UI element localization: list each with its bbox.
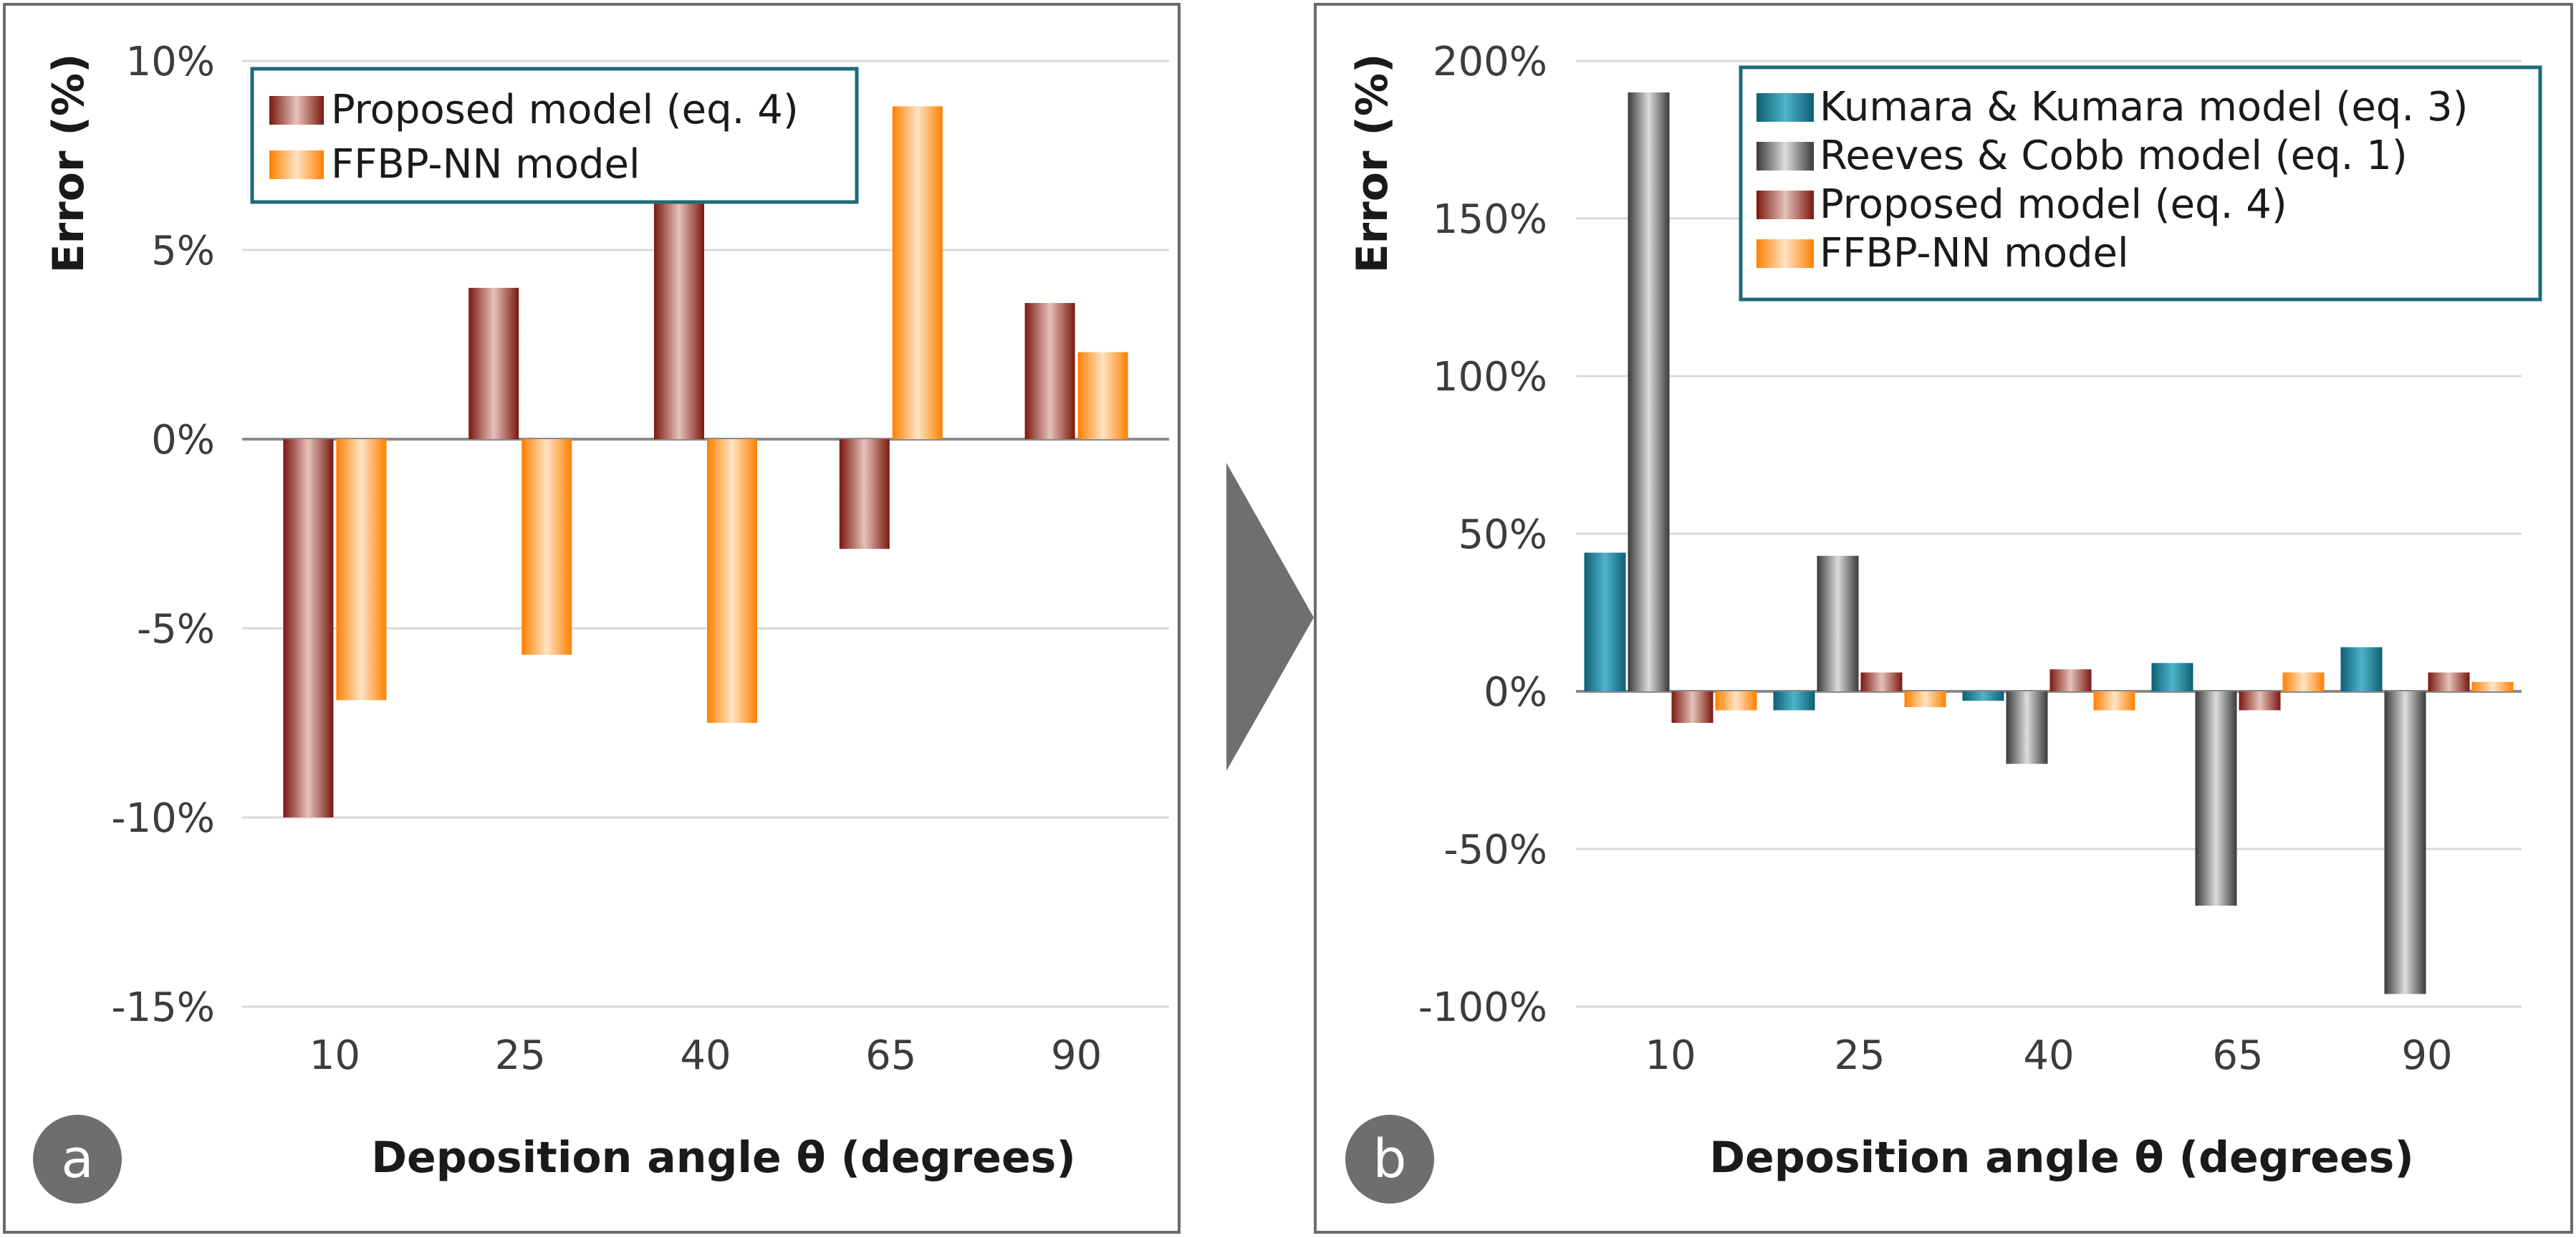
bar-proposed-65 xyxy=(2239,691,2281,711)
bar-kumara-40 xyxy=(1962,691,2004,701)
panel-a-x-tick-label: 90 xyxy=(1051,1032,1102,1079)
bar-ffbp-40 xyxy=(2093,691,2135,711)
legend-swatch-proposed xyxy=(269,96,324,125)
panel-a-y-ticks: 10% 5% 0% -5% -10% -15% xyxy=(111,39,215,1031)
panel-b-x-tick-label: 40 xyxy=(2023,1032,2074,1079)
panel-a-badge-circle xyxy=(33,1115,122,1204)
bar-kumara-65 xyxy=(2151,663,2193,691)
bar-ffbp-25 xyxy=(522,439,572,655)
legend-label-proposed: Proposed model (eq. 4) xyxy=(331,87,799,133)
panel-a: 10%5%0%-5%-10%-15% 10 25 40 65 90 Error (%) … xyxy=(3,3,1181,1234)
panel-a-x-tick-label: 10 xyxy=(309,1032,360,1079)
panel-b-x-axis-title: Deposition angle θ (degrees) xyxy=(1709,1133,2414,1183)
panel-b-y-ticks: 200% 150% 100% 50% 0% -50% -100% xyxy=(1418,39,1547,1031)
panel-b-y-tick-label: -100% xyxy=(1418,984,1547,1031)
panel-a-badge: a xyxy=(33,1115,122,1204)
panel-a-x-tick-label: 65 xyxy=(865,1032,916,1079)
panel-b-y-tick-label: 100% xyxy=(1433,354,1547,400)
legend-label-ffbp-b: FFBP-NN model xyxy=(1820,230,2129,277)
panel-b-x-tick-label: 90 xyxy=(2401,1032,2452,1079)
bar-ffbp-65 xyxy=(2282,672,2325,691)
bar-ffbp-10 xyxy=(1715,691,1757,711)
bar-ffbp-90 xyxy=(2471,681,2514,691)
panel-b-y-tick-label: 200% xyxy=(1433,39,1547,85)
legend-label-ffbp: FFBP-NN model xyxy=(331,141,640,188)
bar-proposed-25 xyxy=(468,287,519,439)
bar-ffbp-90 xyxy=(1077,352,1128,439)
panel-a-bars xyxy=(283,106,1128,817)
bar-proposed-90 xyxy=(1024,302,1075,439)
bar-proposed-90 xyxy=(2428,672,2470,691)
panel-b-y-tick-label: 0% xyxy=(1484,669,1547,716)
panel-b-x-ticks: 10 25 40 65 90 xyxy=(1645,1032,2452,1079)
bar-reeves-90 xyxy=(2384,691,2426,994)
panel-a-y-tick-label: 10% xyxy=(126,39,215,85)
panel-b-bars xyxy=(1584,92,2514,994)
panel-a-y-tick-label: -10% xyxy=(111,795,215,842)
panel-a-y-tick-label: 0% xyxy=(151,417,215,464)
panel-a-badge-label: a xyxy=(61,1128,93,1190)
bar-ffbp-10 xyxy=(336,439,387,701)
panel-b: 200% 150% 100% 50% 0% -50% -100% 10 25 40 65 90 Er… xyxy=(1314,3,2573,1234)
panel-b-badge-label: b xyxy=(1373,1128,1407,1190)
bar-kumara-90 xyxy=(2340,647,2383,691)
bar-ffbp-65 xyxy=(892,106,943,440)
legend-swatch-kumara xyxy=(1756,93,1814,122)
legend-label-proposed-b: Proposed model (eq. 4) xyxy=(1820,181,2287,228)
panel-a-y-tick-label: 5% xyxy=(151,228,215,274)
panel-b-y-tick-label: 50% xyxy=(1458,512,1547,558)
panel-a-frame xyxy=(3,3,1181,1234)
legend-swatch-ffbp xyxy=(269,150,324,179)
panel-a-x-ticks: 10 25 40 65 90 xyxy=(309,1032,1102,1079)
bar-ffbp-40 xyxy=(707,439,757,723)
panel-b-legend: Kumara & Kumara model (eq. 3) Reeves & C… xyxy=(1739,65,2542,302)
panel-a-y-axis-title: Error (%) xyxy=(44,54,94,274)
panel-a-y-tick-label: -15% xyxy=(111,984,215,1031)
panel-b-gridlines xyxy=(1576,59,2522,1008)
panel-a-y-tick-label: -5% xyxy=(137,606,215,653)
bar-proposed-10 xyxy=(1671,691,1714,723)
legend-label-reeves: Reeves & Cobb model (eq. 1) xyxy=(1820,133,2408,179)
bar-proposed-40 xyxy=(654,201,704,439)
panel-a-x-axis-title: Deposition angle θ (degrees) xyxy=(371,1133,1076,1183)
legend-swatch-reeves xyxy=(1756,142,1814,171)
bar-reeves-25 xyxy=(1817,555,1859,691)
bar-reeves-10 xyxy=(1628,92,1670,691)
bar-ffbp-25 xyxy=(1904,691,1946,707)
panel-b-y-tick-label: 150% xyxy=(1433,196,1547,243)
panel-b-legend-box xyxy=(1739,65,2542,302)
bar-kumara-25 xyxy=(1773,691,1815,711)
bar-reeves-40 xyxy=(2006,691,2048,764)
panel-a-x-tick-label: 25 xyxy=(495,1032,546,1079)
bar-proposed-40 xyxy=(2049,669,2092,691)
bar-reeves-65 xyxy=(2195,691,2237,906)
transition-arrow xyxy=(1226,463,1314,771)
panel-a-x-tick-label: 40 xyxy=(680,1032,731,1079)
panel-a-gridlines xyxy=(242,59,1169,1008)
panel-b-x-tick-label: 65 xyxy=(2212,1032,2263,1079)
panel-b-badge: b xyxy=(1345,1115,1434,1204)
panel-b-y-tick-label: -50% xyxy=(1443,827,1547,873)
legend-label-kumara: Kumara & Kumara model (eq. 3) xyxy=(1820,84,2468,130)
legend-swatch-ffbp-b xyxy=(1756,239,1814,268)
panel-b-x-tick-label: 25 xyxy=(1834,1032,1885,1079)
panel-b-y-axis-title: Error (%) xyxy=(1347,54,1398,274)
legend-swatch-proposed-b xyxy=(1756,191,1814,219)
bar-kumara-10 xyxy=(1584,552,1626,691)
bar-proposed-65 xyxy=(839,439,890,550)
panel-b-badge-circle xyxy=(1345,1115,1434,1204)
bar-proposed-25 xyxy=(1860,672,1903,691)
bar-proposed-10 xyxy=(283,439,334,817)
panel-a-legend-box xyxy=(250,67,859,204)
panel-a-legend: Proposed model (eq. 4) FFBP-NN model xyxy=(250,67,859,204)
panel-b-x-tick-label: 10 xyxy=(1645,1032,1696,1079)
